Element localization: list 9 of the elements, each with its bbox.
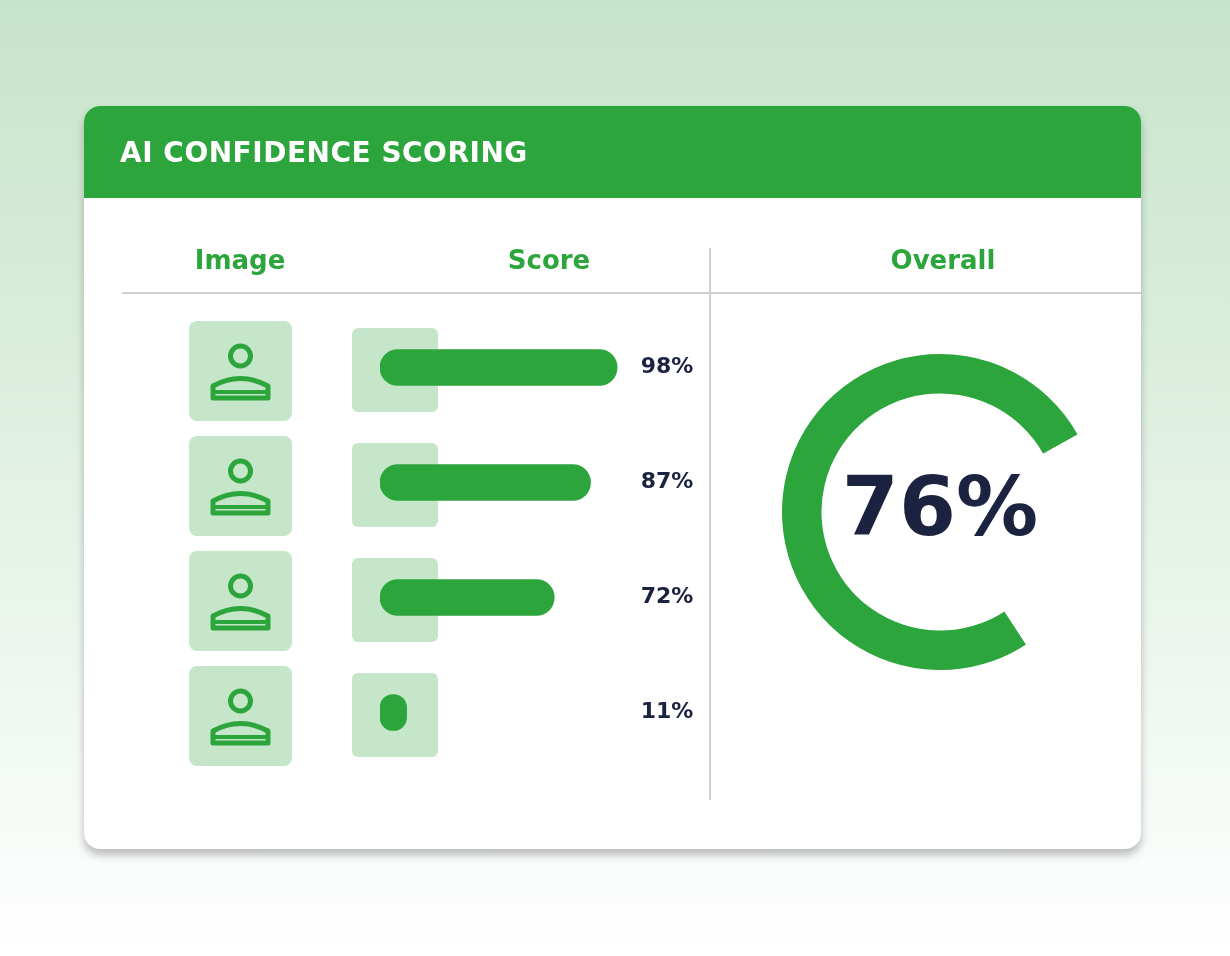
y-axis-title: Image	[193, 245, 287, 275]
data-label: 11%	[640, 698, 694, 724]
x-axis-title: Score	[506, 245, 592, 275]
data-label: 72%	[640, 583, 694, 609]
data-label: 87%	[640, 468, 694, 494]
chart-title: AI CONFIDENCE SCORING	[120, 136, 528, 169]
chart-title: Overall	[889, 245, 997, 275]
data-label: 76%	[841, 459, 1039, 555]
data-label: 98%	[640, 353, 694, 379]
